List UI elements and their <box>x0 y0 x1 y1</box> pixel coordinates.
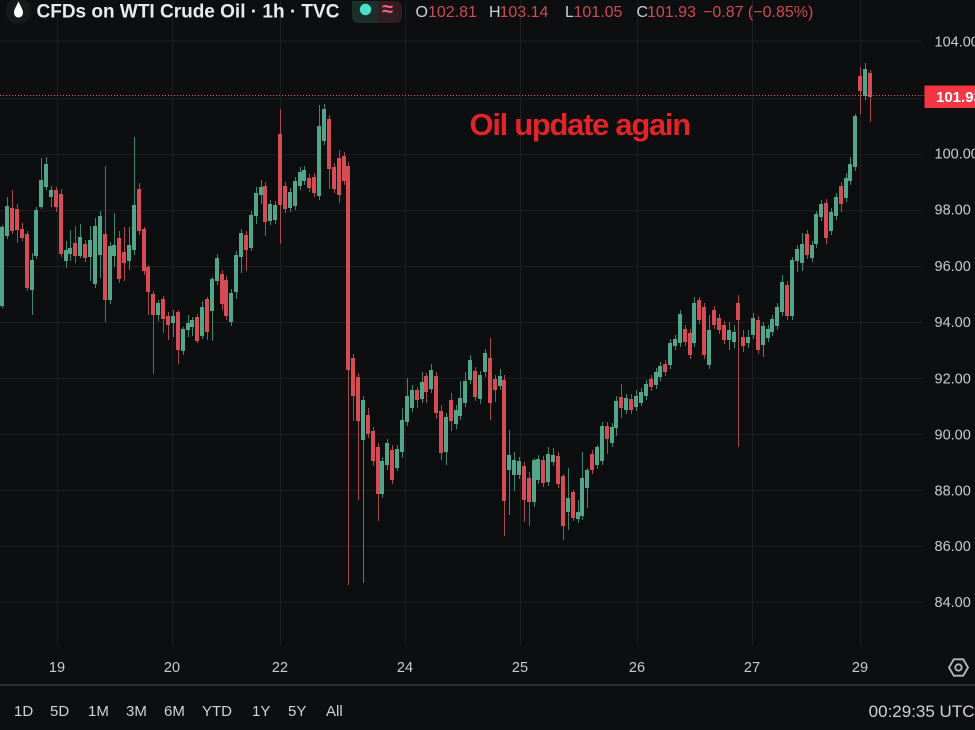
svg-text:C: C <box>637 4 649 21</box>
svg-text:O: O <box>416 4 428 21</box>
svg-text:100.00: 100.00 <box>935 147 975 163</box>
svg-text:27: 27 <box>744 660 760 676</box>
svg-text:86.00: 86.00 <box>935 539 971 555</box>
svg-text:1D: 1D <box>14 703 33 720</box>
svg-text:−0.87 (−0.85%): −0.87 (−0.85%) <box>703 4 813 21</box>
svg-text:101.93: 101.93 <box>936 89 975 106</box>
svg-text:L: L <box>565 4 574 21</box>
svg-text:6M: 6M <box>164 703 185 720</box>
svg-text:22: 22 <box>272 660 288 676</box>
svg-text:90.00: 90.00 <box>935 428 971 444</box>
svg-text:5Y: 5Y <box>288 703 306 720</box>
svg-text:26: 26 <box>629 660 645 676</box>
svg-text:88.00: 88.00 <box>935 484 971 500</box>
svg-text:≈: ≈ <box>382 0 393 21</box>
svg-text:24: 24 <box>397 660 413 676</box>
svg-text:1M: 1M <box>88 703 109 720</box>
svg-text:25: 25 <box>512 660 528 676</box>
svg-text:102.81: 102.81 <box>428 4 477 21</box>
svg-text:19: 19 <box>49 660 65 676</box>
svg-text:29: 29 <box>852 660 868 676</box>
svg-text:5D: 5D <box>50 703 69 720</box>
svg-text:YTD: YTD <box>202 703 232 720</box>
svg-text:All: All <box>326 703 343 720</box>
svg-text:94.00: 94.00 <box>935 315 971 331</box>
svg-text:Oil update again: Oil update again <box>470 107 691 142</box>
svg-text:1Y: 1Y <box>252 703 270 720</box>
svg-text:101.05: 101.05 <box>574 4 623 21</box>
svg-text:84.00: 84.00 <box>935 595 971 611</box>
svg-text:H: H <box>489 4 501 21</box>
svg-text:103.14: 103.14 <box>500 4 549 21</box>
svg-text:104.00: 104.00 <box>935 35 975 51</box>
svg-text:101.93: 101.93 <box>647 4 696 21</box>
svg-text:3M: 3M <box>126 703 147 720</box>
svg-text:20: 20 <box>164 660 180 676</box>
svg-text:92.00: 92.00 <box>935 372 971 388</box>
svg-text:CFDs on WTI Crude Oil · 1h · T: CFDs on WTI Crude Oil · 1h · TVC <box>37 2 340 23</box>
svg-text:98.00: 98.00 <box>935 203 971 219</box>
svg-text:00:29:35 UTC: 00:29:35 UTC <box>869 702 975 721</box>
svg-text:96.00: 96.00 <box>935 259 971 275</box>
